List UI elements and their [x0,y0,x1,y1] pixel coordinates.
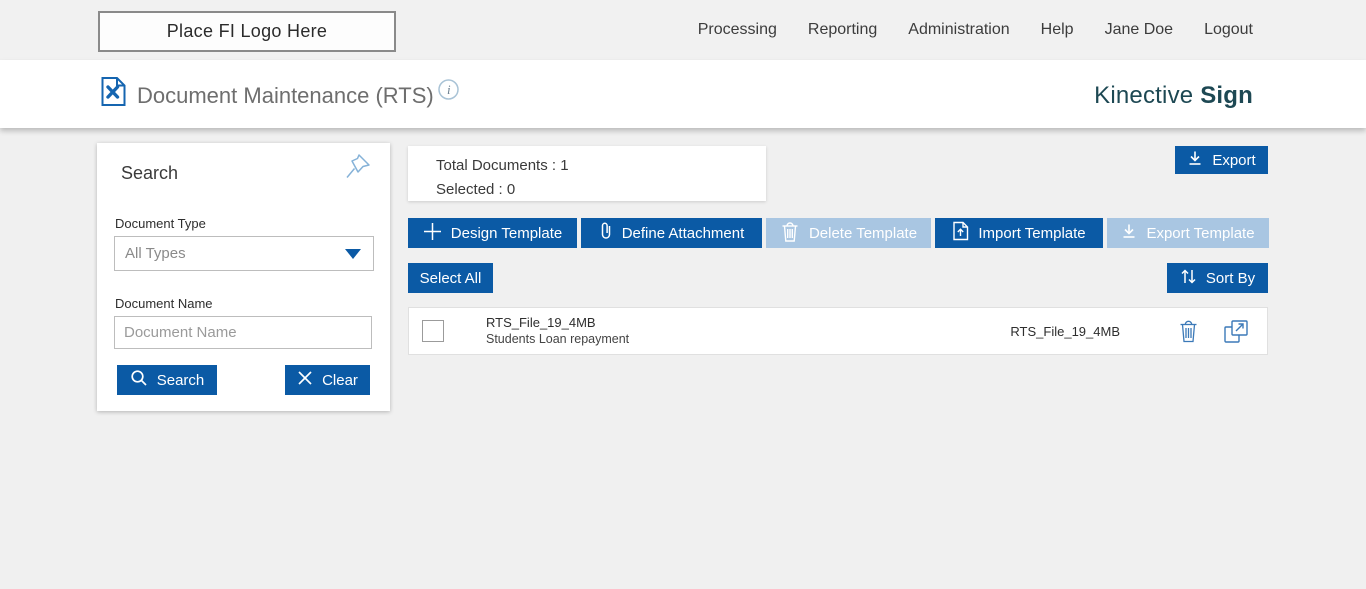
export-button[interactable]: Export [1175,146,1268,174]
sort-arrows-icon [1180,268,1197,289]
import-icon [952,221,969,245]
trash-icon [780,221,800,246]
import-template-label: Import Template [978,224,1086,242]
open-document-icon[interactable] [1223,319,1249,344]
design-template-label: Design Template [450,224,563,242]
download-icon [1121,223,1137,243]
total-documents-count: 1 [560,157,569,174]
top-bar: Place FI Logo Here Processing Reporting … [0,0,1366,60]
brand-regular: Kinective [1094,82,1194,109]
svg-text:i: i [447,82,451,97]
nav-help[interactable]: Help [1040,21,1074,38]
document-type-value: All Types [125,245,186,262]
export-button-label: Export [1212,151,1256,169]
download-icon [1187,150,1203,170]
kinective-sign-logo: Kinective Sign [1094,82,1253,110]
sort-by-label: Sort By [1205,269,1256,287]
brand-bold: Sign [1200,82,1253,109]
nav-reporting[interactable]: Reporting [807,21,878,38]
select-all-button[interactable]: Select All [408,263,493,293]
nav-administration[interactable]: Administration [908,21,1010,38]
search-panel: Search Document Type All Types Document … [97,143,390,411]
clear-button[interactable]: Clear [285,365,370,395]
info-icon[interactable]: i [437,78,460,106]
fi-logo-text: Place FI Logo Here [166,21,328,41]
fi-logo-placeholder: Place FI Logo Here [98,11,396,52]
document-type-label: Document Type [115,216,206,231]
search-button[interactable]: Search [117,365,217,395]
document-info: RTS_File_19_4MB Students Loan repayment [486,314,1010,348]
design-template-button[interactable]: Design Template [408,218,577,248]
total-documents: Total Documents : 1 [436,157,569,174]
define-attachment-label: Define Attachment [621,224,745,242]
plus-icon [423,222,442,245]
nav-logout[interactable]: Logout [1204,21,1253,38]
document-name: RTS_File_19_4MB [486,315,596,330]
document-description: Students Loan repayment [486,332,630,346]
clear-button-label: Clear [322,371,358,389]
export-template-label: Export Template [1146,224,1255,242]
delete-template-label: Delete Template [808,224,918,242]
paperclip-icon [599,221,613,245]
document-type-select[interactable]: All Types [114,236,374,271]
document-name-input[interactable] [114,316,372,349]
document-file-name: RTS_File_19_4MB [1010,323,1120,339]
search-button-label: Search [156,371,205,389]
delete-document-icon[interactable] [1178,319,1199,343]
document-name-label: Document Name [115,296,213,311]
page-title: Document Maintenance (RTS) [137,83,434,108]
search-panel-title: Search [121,163,179,183]
define-attachment-button[interactable]: Define Attachment [581,218,762,248]
page-header [0,60,1366,128]
selected-count: Selected : 0 [436,181,516,198]
search-icon [130,369,148,391]
pin-icon[interactable] [344,152,372,185]
export-template-button[interactable]: Export Template [1107,218,1269,248]
nav-user-jane-doe[interactable]: Jane Doe [1104,21,1174,38]
delete-template-button[interactable]: Delete Template [766,218,931,248]
sort-by-button[interactable]: Sort By [1167,263,1268,293]
import-template-button[interactable]: Import Template [935,218,1103,248]
select-all-label: Select All [419,269,482,287]
nav-processing[interactable]: Processing [697,21,777,38]
top-nav: Processing Reporting Administration Help… [698,0,1253,60]
chevron-down-icon [345,248,361,259]
documents-summary: Total Documents : 1 Selected : 0 [408,146,766,201]
document-checkbox[interactable] [422,320,444,342]
template-toolbar: Design Template Define Attachment Delete… [408,218,1273,248]
selected-count-value: 0 [506,181,516,198]
document-x-icon [100,76,127,112]
clear-x-icon [297,370,313,390]
document-row: RTS_File_19_4MB Students Loan repayment … [408,307,1268,355]
